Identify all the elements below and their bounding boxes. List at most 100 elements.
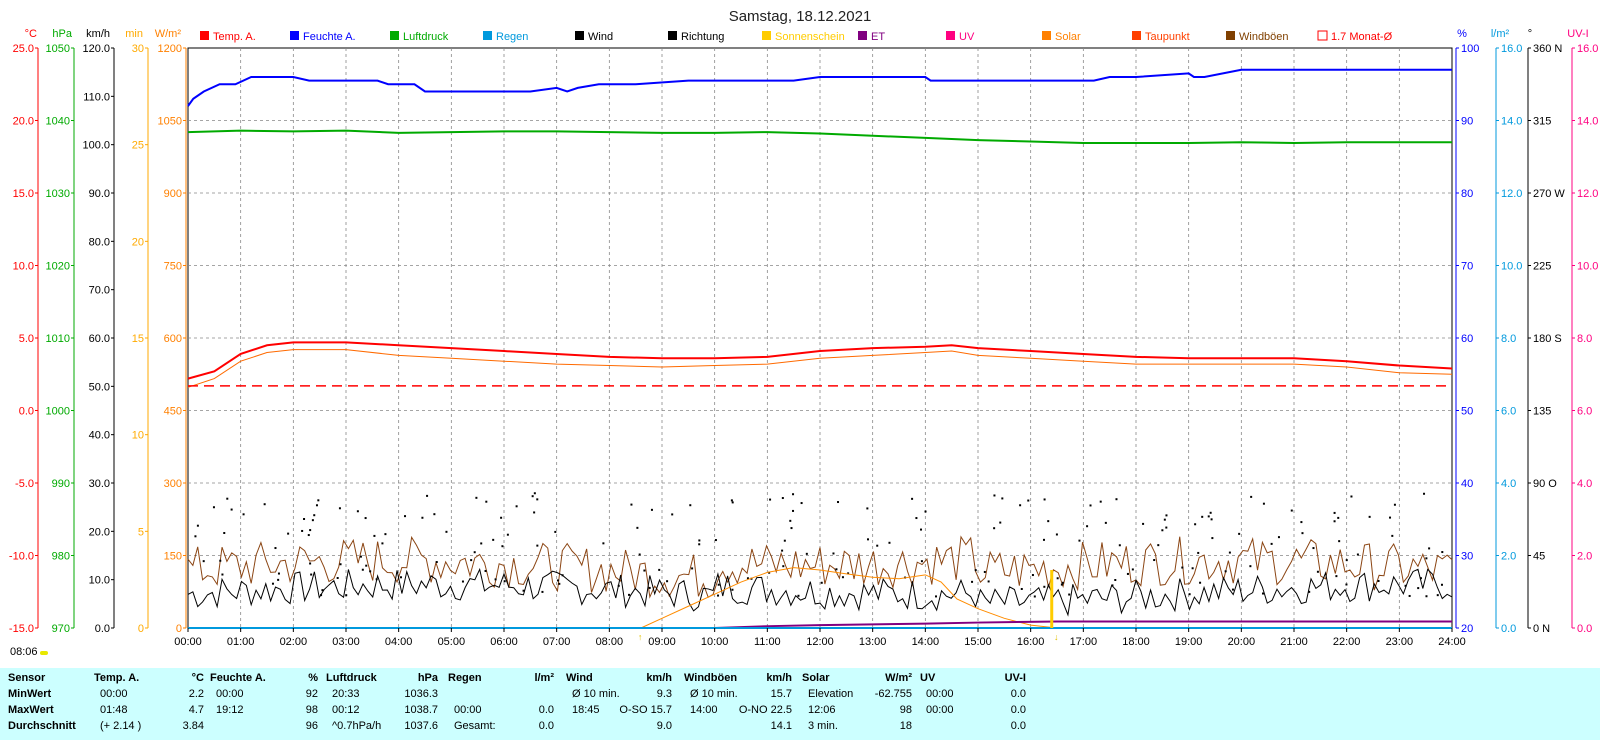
stats-unit: W/m² [885,672,912,684]
axis-tick-label: 110.0 [83,91,110,103]
richtung-point [531,495,534,498]
stats-header: Sensor [8,672,46,684]
axis-tick-label: 10.0 [1577,261,1598,273]
richtung-point [263,503,266,506]
richtung-point [1188,593,1191,596]
weather-chart: Samstag, 18.12.2021 Temp. A. Feuchte A. Lu… [9,8,1599,648]
richtung-point [503,580,506,583]
richtung-point [768,571,771,574]
stats-unit: hPa [417,672,438,684]
legend-swatch [290,31,299,40]
richtung-point [689,504,692,507]
richtung-point [691,567,694,570]
legend-label: Luftdruck [403,31,449,43]
richtung-point [426,494,429,497]
stats-time: 01:48 [100,704,128,716]
richtung-point [769,498,772,501]
richtung-point [643,569,646,572]
axis-tick-label: 1030 [46,188,70,200]
axis-tick-label: 14.0 [1501,116,1522,128]
richtung-point [1345,559,1348,562]
legend-label: Regen [496,31,528,43]
axis-tick-label: 15 [132,333,144,345]
stats-header: Windböen [684,672,738,684]
richtung-point [480,542,483,545]
richtung-point [866,538,869,541]
x-tick-label: 15:00 [964,636,992,648]
richtung-point [1047,520,1050,523]
richtung-point [1308,590,1311,593]
richtung-point [790,527,793,530]
axis-tick-label: 270 W [1533,188,1565,200]
axis-tick-label: 980 [52,551,70,563]
richtung-point [309,562,312,565]
axis-tick-label: 4.0 [1577,478,1592,490]
richtung-point [1194,523,1197,526]
stats-value: O-SO 15.7 [619,704,672,716]
richtung-point [1089,504,1092,507]
richtung-point [470,559,473,562]
legend-label: Solar [1055,31,1081,43]
richtung-point [1199,581,1202,584]
richtung-point [731,501,734,504]
x-tick-label: 00:00 [174,636,202,648]
stats-unit: km/h [646,672,672,684]
axis-tick-label: 6.0 [1577,406,1592,418]
richtung-point [911,497,914,500]
axis-tick-label: 90 O [1533,478,1557,490]
richtung-point [698,539,701,542]
richtung-point [1249,565,1252,568]
stats-column-feuchte: Feuchte A.% 00:00 92 19:12 98 96 [210,668,318,740]
axis-tick-label: 900 [164,188,182,200]
richtung-point [983,570,986,573]
stats-value: O-NO 22.5 [738,704,792,716]
stats-header: Wind [566,672,593,684]
legend-swatch [762,31,771,40]
richtung-point [1368,515,1371,518]
richtung-point [792,493,795,496]
richtung-point [277,572,280,575]
axis-tick-label: 135 [1533,406,1551,418]
richtung-point [1250,495,1253,498]
richtung-point [628,593,631,596]
x-tick-label: 12:00 [806,636,834,648]
richtung-point [920,560,923,563]
richtung-point [433,513,436,516]
legend-label: 1.7 Monat-Ø [1331,31,1393,43]
richtung-point [1428,547,1431,550]
axis-tick-label: 30 [1461,551,1473,563]
richtung-point [339,563,342,566]
stats-value: 96 [305,720,318,732]
richtung-point [1055,533,1058,536]
axis-tick-label: 30 [132,43,144,55]
richtung-point [1068,593,1071,596]
stats-time: 00:00 [926,688,954,700]
legend-label: Taupunkt [1145,31,1190,43]
stats-value: -62.755 [874,688,912,700]
richtung-point [359,555,362,558]
richtung-point [1316,570,1319,573]
richtung-point [1224,570,1227,573]
richtung-point [876,544,879,547]
axis-unit-label: UV-I [1567,28,1588,40]
richtung-point [202,560,205,563]
richtung-point [999,521,1002,524]
axis-tick-label: 14.0 [1577,116,1598,128]
richtung-point [1425,557,1428,560]
legend-label: UV [959,31,975,43]
stats-time: 14:00 [690,704,718,716]
stats-time: Elevation [808,688,854,700]
stats-time: 00:12 [332,704,360,716]
richtung-point [313,514,316,517]
richtung-point [242,513,245,516]
richtung-point [485,500,488,503]
richtung-point [533,492,536,495]
richtung-point [561,574,564,577]
richtung-point [226,497,229,500]
stats-value: 2.2 [188,688,204,700]
richtung-point [1043,585,1046,588]
richtung-point [1261,592,1264,595]
axis-tick-label: 1010 [46,333,70,345]
stats-unit: °C [191,672,204,684]
x-tick-label: 14:00 [912,636,940,648]
